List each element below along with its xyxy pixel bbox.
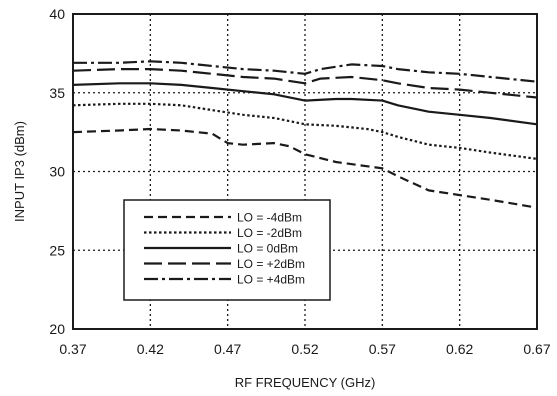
y-tick-label: 20 (49, 321, 65, 337)
plot-frame (72, 13, 538, 330)
series-line-0 (72, 127, 538, 209)
y-tick-labels: 20 25 30 35 40 (49, 6, 65, 337)
series-line-2 (72, 82, 538, 126)
legend-label: LO = +2dBm (237, 257, 305, 271)
y-axis-label: INPUT IP3 (dBm) (12, 121, 27, 222)
legend-label: LO = -2dBm (237, 226, 302, 240)
legend-label: LO = +4dBm (237, 273, 305, 287)
x-tick-label: 0.67 (523, 341, 550, 357)
x-tick-label: 0.52 (291, 341, 318, 357)
x-tick-label: 0.47 (214, 341, 241, 357)
y-tick-label: 35 (49, 85, 65, 101)
series-line-3 (72, 67, 538, 99)
x-tick-labels: 0.37 0.42 0.47 0.52 0.57 0.62 0.67 (59, 341, 550, 357)
y-tick-label: 30 (49, 164, 65, 180)
x-tick-label: 0.37 (59, 341, 86, 357)
x-axis-label: RF FREQUENCY (GHz) (235, 375, 376, 390)
legend-label: LO = 0dBm (237, 242, 298, 256)
x-tick-label: 0.42 (137, 341, 164, 357)
y-tick-label: 40 (49, 6, 65, 22)
series-line-1 (72, 102, 538, 160)
x-tick-label: 0.57 (369, 341, 396, 357)
y-tick-label: 25 (49, 242, 65, 258)
series-lines (72, 60, 538, 209)
x-tick-label: 0.62 (446, 341, 473, 357)
legend-label: LO = -4dBm (237, 211, 302, 225)
